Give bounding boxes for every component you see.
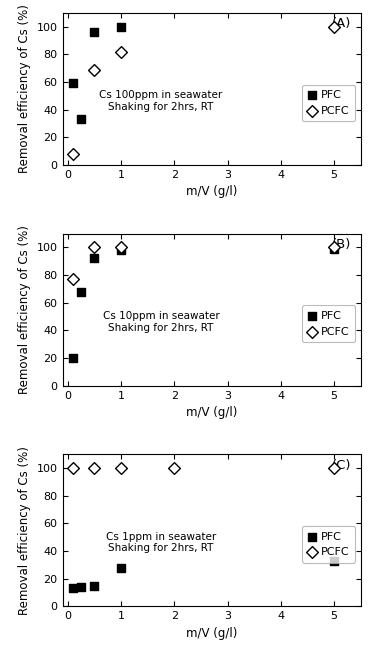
PCFC (331, 242, 337, 252)
Text: (B): (B) (332, 238, 352, 251)
PCFC (92, 242, 98, 252)
Text: Cs 1ppm in seawater
Shaking for 2hrs, RT: Cs 1ppm in seawater Shaking for 2hrs, RT (106, 531, 216, 553)
PFC (70, 353, 76, 363)
PCFC (331, 21, 337, 32)
PFC (78, 286, 84, 297)
X-axis label: m/V (g/l): m/V (g/l) (186, 186, 237, 199)
PCFC (331, 463, 337, 473)
PCFC (70, 274, 76, 284)
X-axis label: m/V (g/l): m/V (g/l) (186, 406, 237, 419)
Legend: PFC, PCFC: PFC, PCFC (302, 84, 355, 121)
PFC (331, 244, 337, 254)
Text: (A): (A) (332, 17, 352, 30)
PCFC (118, 242, 124, 252)
PFC (92, 580, 98, 591)
PFC (78, 582, 84, 592)
Y-axis label: Removal efficiency of Cs (%): Removal efficiency of Cs (%) (18, 225, 31, 394)
PFC (92, 27, 98, 37)
PFC (331, 555, 337, 566)
PCFC (118, 46, 124, 57)
Text: (C): (C) (332, 459, 352, 471)
PFC (70, 78, 76, 88)
PFC (78, 114, 84, 124)
PCFC (171, 463, 177, 473)
Text: Cs 10ppm in seawater
Shaking for 2hrs, RT: Cs 10ppm in seawater Shaking for 2hrs, R… (103, 311, 219, 333)
X-axis label: m/V (g/l): m/V (g/l) (186, 627, 237, 640)
PCFC (92, 463, 98, 473)
PCFC (118, 463, 124, 473)
Text: Cs 100ppm in seawater
Shaking for 2hrs, RT: Cs 100ppm in seawater Shaking for 2hrs, … (99, 90, 223, 112)
Legend: PFC, PCFC: PFC, PCFC (302, 526, 355, 562)
Y-axis label: Removal efficiency of Cs (%): Removal efficiency of Cs (%) (18, 446, 31, 615)
PFC (118, 21, 124, 32)
PFC (118, 562, 124, 573)
Legend: PFC, PCFC: PFC, PCFC (302, 306, 355, 342)
PFC (70, 583, 76, 593)
Y-axis label: Removal efficiency of Cs (%): Removal efficiency of Cs (%) (18, 5, 31, 174)
PCFC (92, 64, 98, 75)
PCFC (70, 149, 76, 159)
PCFC (70, 463, 76, 473)
PFC (92, 253, 98, 264)
PFC (118, 245, 124, 255)
